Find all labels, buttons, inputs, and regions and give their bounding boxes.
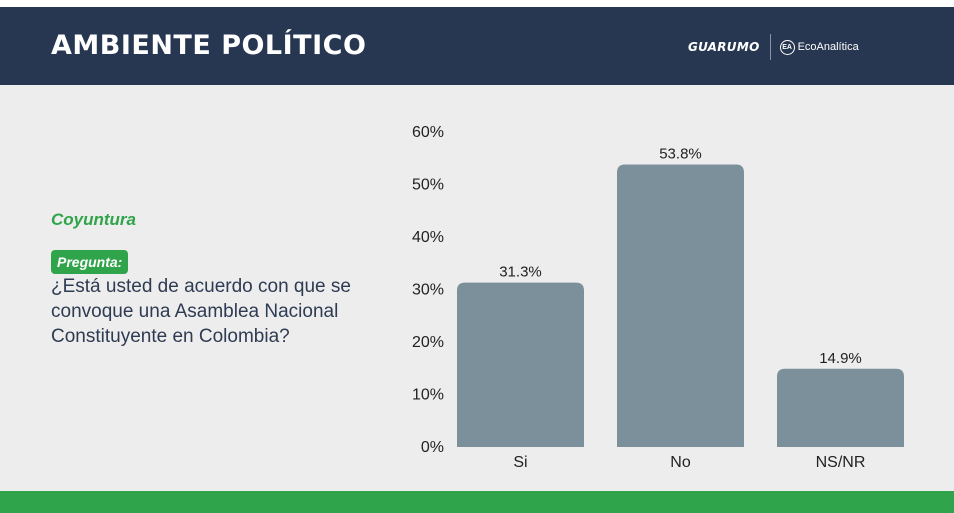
y-tick-label: 10% [412, 387, 444, 404]
ecoanalitica-label: EcoAnalítica [797, 41, 859, 53]
bar-chart: 0% 10% 20% 30% 40% 50% 60% 31.3% Si 53.8% No 14.9% N… [412, 124, 904, 471]
data-label: 53.8% [659, 146, 702, 163]
y-tick-label: 40% [412, 229, 444, 246]
bar-si [457, 282, 584, 447]
y-tick-label: 0% [421, 439, 444, 456]
ecoanalitica-logo: EA EcoAnalítica [779, 39, 859, 55]
header-bar: AMBIENTE POLÍTICO GUARUMO EA EcoAnalític… [0, 7, 954, 85]
question-text: ¿Está usted de acuerdo con que se convoq… [51, 276, 351, 347]
x-tick-label: Si [513, 454, 527, 471]
ecoanalitica-icon: EA [779, 39, 795, 55]
y-tick-label: 50% [412, 177, 444, 194]
y-tick-label: 20% [412, 334, 444, 351]
data-label: 14.9% [819, 350, 862, 367]
page-title: AMBIENTE POLÍTICO [51, 30, 367, 61]
top-strip [0, 0, 954, 7]
x-tick-label: NS/NR [816, 454, 866, 471]
brand-divider [769, 34, 771, 60]
brand-logos: GUARUMO EA EcoAnalítica [688, 34, 859, 60]
bar-no [617, 164, 744, 448]
x-tick-label: No [670, 454, 691, 471]
footer-bar [0, 491, 954, 513]
data-label: 31.3% [499, 264, 542, 281]
y-tick-label: 60% [412, 124, 444, 141]
bar-ns-nr [777, 368, 904, 447]
question-badge: Pregunta: [51, 250, 129, 274]
topic-label: Coyuntura [51, 210, 136, 229]
y-tick-label: 30% [412, 282, 444, 299]
guarumo-logo: GUARUMO [688, 40, 760, 54]
